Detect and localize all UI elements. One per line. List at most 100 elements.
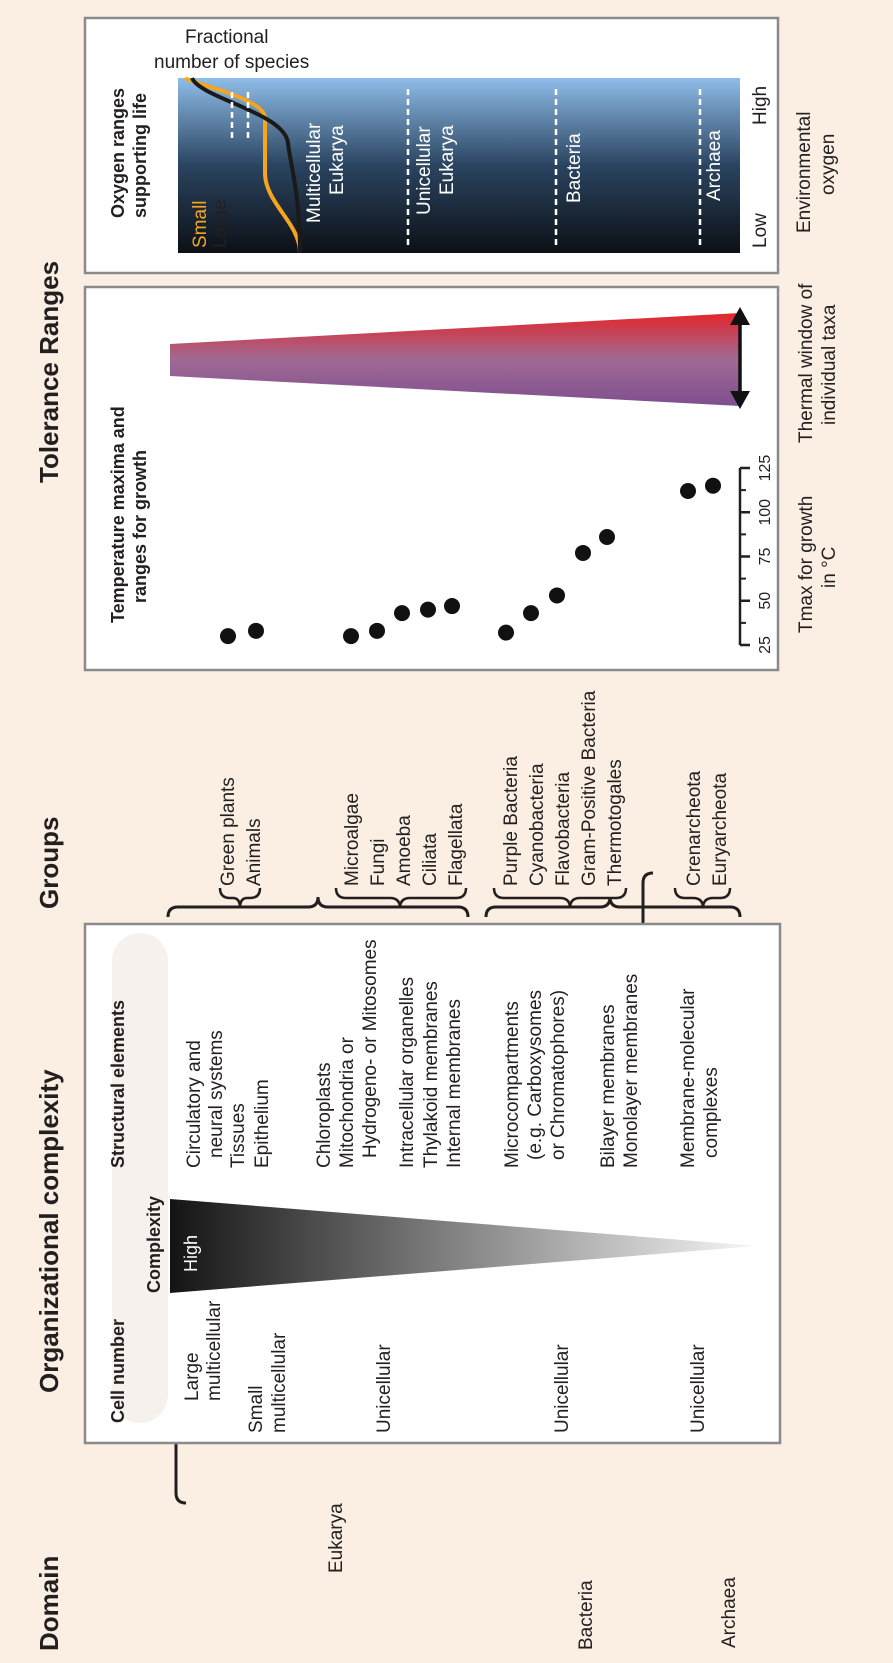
- structure-membrane-molecular: Membrane-molecular: [678, 988, 699, 1168]
- oxygen-band-bacteria: Bacteria: [564, 133, 585, 203]
- temperature-axis-label-2: in °C: [819, 547, 840, 588]
- structure-microcompartments: Microcompartments: [502, 1001, 523, 1168]
- temperature-title-1: Temperature maxima and: [108, 406, 128, 623]
- section-header-organizational-complexity: Organizational complexity: [34, 1069, 64, 1393]
- structure-mitochondria: Mitochondria or: [337, 1036, 358, 1168]
- oxygen-env-label-2: oxygen: [818, 134, 839, 195]
- group-crenarcheota: Crenarcheota: [684, 770, 705, 886]
- cell-number-large: Large: [182, 1352, 203, 1401]
- group-brace-bacteria: [484, 896, 742, 918]
- structure-epithelium: Epithelium: [252, 1079, 273, 1168]
- group-purple-bacteria: Purple Bacteria: [501, 756, 522, 886]
- structure-complexes: complexes: [701, 1067, 722, 1158]
- tmax-point-ciliata: [420, 601, 436, 618]
- tmax-point-flavobacteria: [549, 587, 565, 604]
- tmax-point-crenarcheota: [680, 483, 696, 500]
- oxygen-env-label-1: Environmental: [794, 112, 815, 233]
- structure-internal-membranes: Internal membranes: [444, 999, 465, 1168]
- cell-number-eukarya-unicellular: Unicellular: [374, 1344, 395, 1433]
- structure-neural-systems: neural systems: [206, 1030, 227, 1158]
- structure-chloroplasts: Chloroplasts: [314, 1062, 335, 1168]
- thermal-window-wedge: [170, 313, 740, 406]
- tmax-point-gram-positive-bacteria: [575, 544, 591, 561]
- structure-tissues: Tissues: [228, 1103, 249, 1168]
- structure-thylakoid-membranes: Thylakoid membranes: [421, 981, 442, 1168]
- fractional-species-label-1: Fractional: [185, 27, 268, 48]
- structure-chromatophores: or Chromatophores): [548, 990, 569, 1160]
- complexity-gradient: [170, 1199, 757, 1293]
- oxygen-curve-large: [190, 76, 302, 254]
- group-ciliata: Ciliata: [420, 833, 441, 886]
- cell-number-large-multicellular: multicellular: [204, 1300, 225, 1401]
- cell-number-small-multicellular: multicellular: [269, 1332, 290, 1433]
- group-amoeba: Amoeba: [394, 815, 415, 886]
- group-thermotogales: Thermotogales: [605, 759, 626, 886]
- oxygen-low-label: Low: [750, 213, 771, 248]
- temperature-tick-label-100: 100: [757, 499, 774, 526]
- complexity-box-watermark: [112, 933, 168, 1423]
- oxygen-high-label: High: [750, 86, 771, 125]
- tmax-point-animals: [248, 622, 264, 639]
- temperature-tick-label-50: 50: [757, 592, 774, 610]
- temperature-tick-label-75: 75: [757, 548, 774, 566]
- tmax-point-cyanobacteria: [523, 605, 539, 622]
- oxygen-title-2: supporting life: [130, 93, 150, 218]
- oxygen-small-label: Small: [190, 200, 211, 248]
- tmax-point-fungi: [369, 622, 385, 639]
- oxygen-range-arrows: [230, 88, 702, 245]
- tmax-point-amoeba: [394, 605, 410, 622]
- cell-number-archaea-unicellular: Unicellular: [688, 1344, 709, 1433]
- oxygen-large-label: Large: [210, 199, 231, 248]
- tmax-point-flagellata: [444, 598, 460, 615]
- cell-number-bacteria-unicellular: Unicellular: [552, 1344, 573, 1433]
- thermal-window-label-2: individual taxa: [819, 304, 840, 425]
- complexity-axis-label: Complexity: [144, 1196, 164, 1293]
- temperature-axis-label-1: Tmax for growth: [796, 496, 817, 633]
- structure-intracellular-organelles: Intracellular organelles: [397, 977, 418, 1168]
- oxygen-band-archaea: Archaea: [704, 130, 725, 201]
- tmax-point-euryarcheota: [705, 477, 721, 494]
- temperature-dot-layer: [220, 477, 721, 645]
- oxygen-band-multicellular-eukarya: Eukarya: [327, 125, 348, 195]
- tmax-point-microalgae: [343, 628, 359, 645]
- tmax-point-thermotogales: [599, 529, 615, 546]
- cell-number-small: Small: [246, 1385, 267, 1433]
- group-animals: Animals: [244, 818, 265, 886]
- domain-archaea: Archaea: [719, 1577, 740, 1648]
- group-fungi: Fungi: [368, 838, 389, 886]
- oxygen-curve-small: [183, 76, 302, 254]
- fractional-species-label-2: number of species: [154, 52, 309, 73]
- group-cyanobacteria: Cyanobacteria: [527, 763, 548, 886]
- domain-bacteria: Bacteria: [576, 1580, 597, 1650]
- structure-hydrogenosomes: Hydrogeno- or Mitosomes: [360, 939, 381, 1158]
- thermal-window-arrowhead-low: [730, 391, 750, 409]
- temperature-tick-label-125: 125: [757, 455, 774, 482]
- temperature-tick-label-25: 25: [757, 636, 774, 654]
- structure-monolayer-membranes: Monolayer membranes: [621, 974, 642, 1168]
- section-header-tolerance-ranges: Tolerance Ranges: [34, 261, 64, 483]
- section-header-domain: Domain: [34, 1556, 64, 1651]
- group-flagellata: Flagellata: [446, 803, 467, 886]
- oxygen-band-multicellular: Multicellular: [304, 122, 325, 223]
- thermal-window-arrowhead-high: [730, 307, 750, 325]
- group-green-plants: Green plants: [218, 777, 239, 886]
- oxygen-title-1: Oxygen ranges: [108, 88, 128, 218]
- oxygen-gradient-band: [178, 78, 740, 253]
- oxygen-band-unicellular: Unicellular: [414, 126, 435, 215]
- group-brace-eukarya: [166, 896, 470, 918]
- group-gram-positive-bacteria: Gram-Positive Bacteria: [579, 690, 600, 886]
- complexity-box: [83, 922, 782, 1445]
- section-header-groups: Groups: [34, 817, 64, 909]
- group-microalgae: Microalgae: [342, 793, 363, 886]
- oxygen-band-unicellular-eukarya: Eukarya: [437, 125, 458, 195]
- thermal-window-label-1: Thermal window of: [796, 283, 817, 443]
- temperature-tick-layer: 25 50 75 100 125: [740, 455, 774, 654]
- group-euryarcheota: Euryarcheota: [710, 773, 731, 886]
- complexity-high-label: High: [181, 1235, 201, 1272]
- tmax-point-green-plants: [220, 628, 236, 645]
- structure-bilayer-membranes: Bilayer membranes: [598, 1004, 619, 1168]
- cell-number-header: Cell number: [108, 1319, 128, 1423]
- structural-elements-header: Structural elements: [108, 1000, 128, 1168]
- structure-carboxysomes: (e.g. Carboxysomes: [525, 990, 546, 1160]
